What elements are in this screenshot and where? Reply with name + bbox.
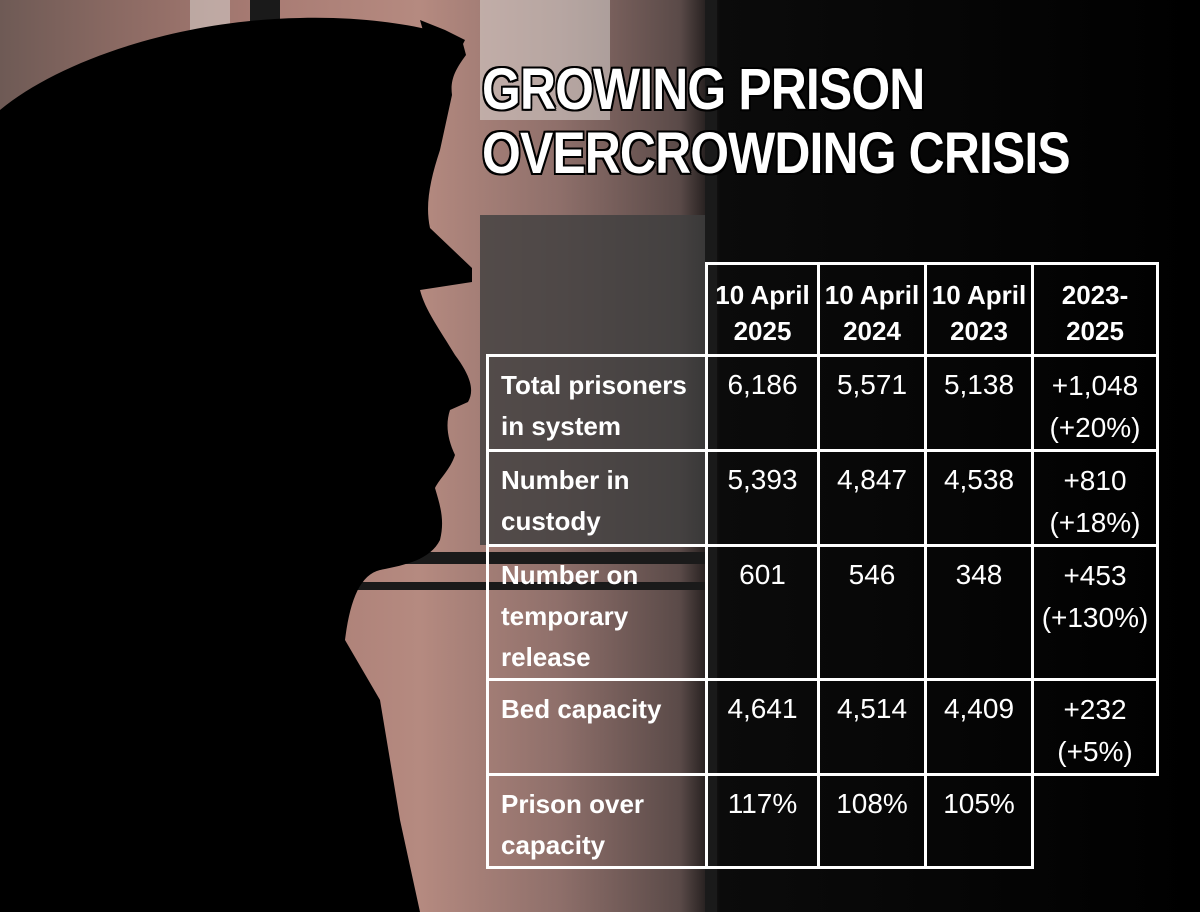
change-cell: +232 (+5%): [1031, 678, 1159, 776]
row-label: Number on temporary release: [486, 544, 708, 681]
table-cell: 5,138: [924, 354, 1034, 452]
headline: GROWING PRISON OVERCROWDING CRISIS: [482, 58, 1084, 186]
row-label: Total prisoners in system: [486, 354, 708, 452]
table-cell: 601: [705, 544, 820, 681]
statistics-table: 10 April 2025 10 April 2024 10 April 202…: [486, 262, 1159, 869]
table-header-row: 10 April 2025 10 April 2024 10 April 202…: [488, 262, 1159, 357]
headline-line-1: GROWING PRISON: [482, 57, 925, 122]
row-label: Number in custody: [486, 449, 708, 547]
change-cell: +453 (+130%): [1031, 544, 1159, 681]
column-header: 2023- 2025: [1031, 262, 1159, 357]
silhouette-shape: [0, 17, 472, 912]
table-cell: 4,847: [817, 449, 927, 547]
change-cell: +810 (+18%): [1031, 449, 1159, 547]
header-blank-cell: [488, 264, 707, 356]
table-cell: 4,641: [705, 678, 820, 776]
column-header: 10 April 2024: [817, 262, 927, 357]
table-cell: 4,538: [924, 449, 1034, 547]
column-header: 10 April 2025: [705, 262, 820, 357]
table-row: Number in custody 5,393 4,847 4,538 +810…: [486, 449, 1159, 547]
table-cell: 108%: [817, 773, 927, 869]
table-row: Total prisoners in system 6,186 5,571 5,…: [486, 354, 1159, 452]
table-row: Number on temporary release 601 546 348 …: [486, 544, 1159, 681]
cap-badge: [420, 20, 465, 60]
column-header: 10 April 2023: [924, 262, 1034, 357]
table-cell: 5,571: [817, 354, 927, 452]
table-row: Bed capacity 4,641 4,514 4,409 +232 (+5%…: [486, 678, 1159, 776]
headline-line-2: OVERCROWDING CRISIS: [482, 121, 1071, 186]
table-cell: 105%: [924, 773, 1034, 869]
table-cell: 546: [817, 544, 927, 681]
table-cell: 5,393: [705, 449, 820, 547]
table-cell: 348: [924, 544, 1034, 681]
table-row: Prison over capacity 117% 108% 105%: [486, 773, 1158, 869]
table-cell: 6,186: [705, 354, 820, 452]
change-cell: +1,048 (+20%): [1031, 354, 1159, 452]
table-cell: 117%: [705, 773, 820, 869]
empty-cell: [1033, 775, 1158, 868]
table-cell: 4,514: [817, 678, 927, 776]
row-label: Bed capacity: [486, 678, 708, 776]
table-cell: 4,409: [924, 678, 1034, 776]
row-label: Prison over capacity: [486, 773, 708, 869]
window-pane: [480, 0, 610, 120]
